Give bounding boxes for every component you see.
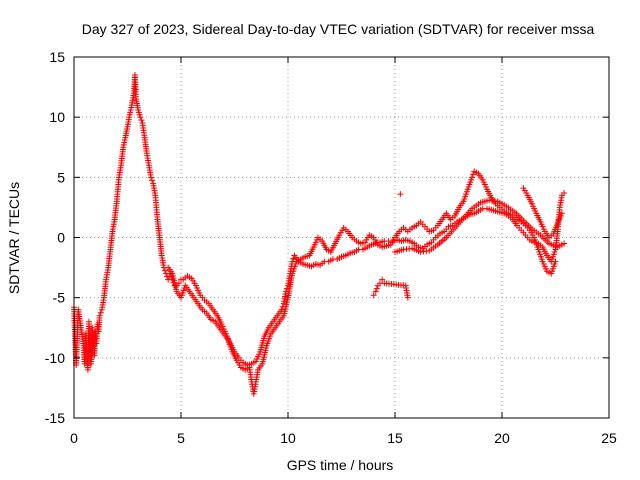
- data-point: [561, 240, 568, 247]
- data-point: [397, 191, 404, 198]
- data-point: [149, 177, 156, 184]
- data-point: [469, 174, 476, 181]
- y-tick-label: 0: [57, 230, 65, 246]
- x-tick-label: 0: [70, 430, 78, 446]
- data-point: [175, 280, 182, 287]
- y-axis-label: SDTVAR / TECUs: [6, 182, 22, 294]
- data-point: [404, 294, 411, 301]
- data-point: [373, 285, 380, 292]
- data-point: [137, 114, 144, 121]
- chart-title: Day 327 of 2023, Sidereal Day-to-day VTE…: [82, 21, 595, 37]
- series-secondary-trace: [165, 168, 559, 397]
- y-tick-label: 15: [49, 49, 65, 65]
- data-point: [561, 189, 568, 196]
- data-point: [372, 288, 379, 295]
- series-outliers: [370, 185, 565, 301]
- series-tertiary-trace: [392, 197, 568, 255]
- data-point: [138, 117, 145, 124]
- x-axis-label: GPS time / hours: [287, 457, 394, 473]
- x-tick-label: 20: [494, 430, 510, 446]
- x-tick-label: 10: [280, 430, 296, 446]
- data-marks: [71, 72, 568, 397]
- data-point: [97, 309, 104, 316]
- data-point: [278, 306, 285, 313]
- data-point: [96, 312, 103, 319]
- y-tick-label: -5: [53, 290, 66, 306]
- data-point: [161, 267, 168, 274]
- y-tick-label: 5: [57, 169, 65, 185]
- y-tick-label: 10: [49, 109, 65, 125]
- data-point: [148, 174, 155, 181]
- data-point: [558, 210, 565, 217]
- data-point: [552, 258, 559, 265]
- data-point: [379, 276, 386, 283]
- data-point: [470, 171, 477, 178]
- data-point: [370, 292, 377, 299]
- y-tick-label: -10: [45, 350, 65, 366]
- x-tick-label: 5: [177, 430, 185, 446]
- y-tick-label: -15: [45, 410, 65, 426]
- axis-ticks: [73, 56, 610, 419]
- x-tick-label: 25: [601, 430, 617, 446]
- x-tick-labels: 0 5 10 15 20 25: [70, 430, 617, 446]
- y-tick-labels: -15 -10 -5 0 5 10 15: [45, 49, 65, 426]
- series-main-trace: [71, 72, 568, 373]
- x-tick-label: 15: [387, 430, 403, 446]
